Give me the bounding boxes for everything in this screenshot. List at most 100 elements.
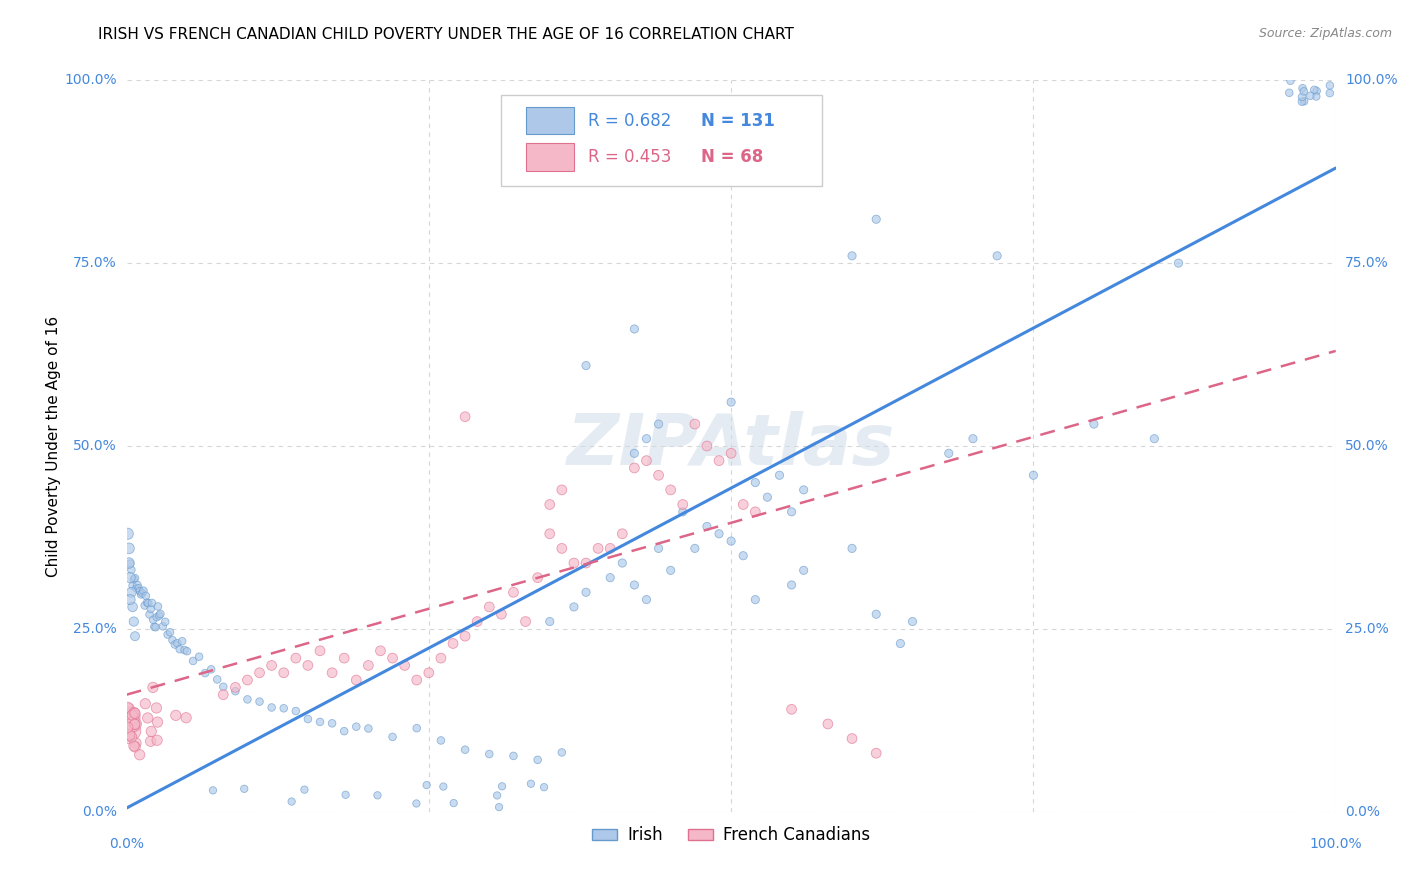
Point: [260, 700, 283, 714]
Point: [551, 483, 574, 497]
Point: [155, 615, 177, 629]
Point: [139, 734, 162, 748]
Point: [146, 733, 169, 747]
Legend: Irish, French Canadians: Irish, French Canadians: [585, 820, 877, 851]
Point: [117, 700, 139, 714]
FancyBboxPatch shape: [526, 144, 574, 171]
Point: [683, 417, 706, 431]
Text: IRISH VS FRENCH CANADIAN CHILD POVERTY UNDER THE AGE OF 16 CORRELATION CHART: IRISH VS FRENCH CANADIAN CHILD POVERTY U…: [98, 27, 794, 42]
Point: [636, 432, 658, 446]
Point: [201, 783, 224, 797]
Point: [122, 717, 145, 731]
Point: [122, 572, 145, 586]
Point: [233, 781, 256, 796]
Point: [599, 571, 621, 585]
Point: [465, 615, 488, 629]
Point: [865, 212, 887, 227]
Point: [720, 446, 742, 460]
Point: [538, 169, 561, 183]
Point: [443, 796, 465, 810]
Point: [817, 717, 839, 731]
Point: [744, 505, 766, 519]
Point: [344, 673, 367, 687]
Text: ZIPAtlas: ZIPAtlas: [567, 411, 896, 481]
Point: [538, 615, 561, 629]
Point: [120, 717, 142, 731]
Point: [333, 651, 356, 665]
Point: [156, 627, 179, 641]
Point: [394, 658, 416, 673]
Point: [1319, 78, 1341, 93]
Point: [169, 642, 191, 657]
Point: [121, 708, 143, 723]
Point: [212, 688, 235, 702]
Point: [418, 665, 440, 680]
Point: [174, 711, 197, 725]
Point: [488, 800, 510, 814]
Point: [538, 498, 561, 512]
Text: 25.0%: 25.0%: [73, 622, 117, 636]
Point: [224, 681, 246, 695]
Point: [659, 483, 682, 497]
Point: [200, 662, 222, 676]
Point: [309, 714, 332, 729]
Point: [121, 599, 143, 614]
Point: [118, 701, 141, 715]
Point: [142, 681, 165, 695]
Point: [405, 797, 427, 811]
Point: [128, 747, 150, 762]
Point: [134, 599, 156, 613]
Point: [141, 596, 163, 610]
Point: [194, 666, 217, 681]
Point: [1291, 95, 1313, 109]
Text: 50.0%: 50.0%: [73, 439, 117, 453]
Point: [141, 724, 163, 739]
Point: [124, 706, 146, 721]
Point: [780, 505, 803, 519]
Point: [344, 720, 367, 734]
Point: [1292, 84, 1315, 98]
Point: [188, 649, 211, 664]
Point: [696, 519, 718, 533]
Point: [841, 731, 863, 746]
Text: Source: ZipAtlas.com: Source: ZipAtlas.com: [1258, 27, 1392, 40]
Text: 100.0%: 100.0%: [1346, 73, 1398, 87]
Point: [136, 596, 159, 610]
Point: [149, 607, 172, 621]
Point: [120, 592, 142, 607]
Point: [260, 658, 283, 673]
Text: 25.0%: 25.0%: [1346, 622, 1389, 636]
Point: [125, 582, 148, 596]
Point: [139, 602, 162, 616]
Point: [129, 587, 152, 601]
Point: [1083, 417, 1105, 431]
Point: [118, 556, 141, 570]
Point: [733, 549, 755, 563]
Point: [405, 721, 427, 735]
FancyBboxPatch shape: [502, 95, 821, 186]
Point: [118, 541, 141, 556]
Point: [146, 610, 169, 624]
Point: [793, 483, 815, 497]
Point: [659, 563, 682, 577]
Text: N = 68: N = 68: [700, 148, 763, 166]
Point: [136, 596, 159, 610]
Point: [131, 586, 153, 600]
Point: [683, 541, 706, 556]
Point: [146, 599, 169, 614]
Point: [804, 139, 827, 153]
Point: [793, 563, 815, 577]
Point: [124, 717, 146, 731]
Point: [780, 702, 803, 716]
Point: [430, 733, 453, 747]
Point: [986, 249, 1008, 263]
Point: [1303, 83, 1326, 97]
Point: [526, 571, 548, 585]
FancyBboxPatch shape: [526, 107, 574, 135]
Point: [672, 505, 695, 519]
Point: [124, 739, 146, 754]
Point: [889, 636, 911, 650]
Point: [551, 541, 574, 556]
Point: [124, 717, 146, 731]
Point: [134, 697, 156, 711]
